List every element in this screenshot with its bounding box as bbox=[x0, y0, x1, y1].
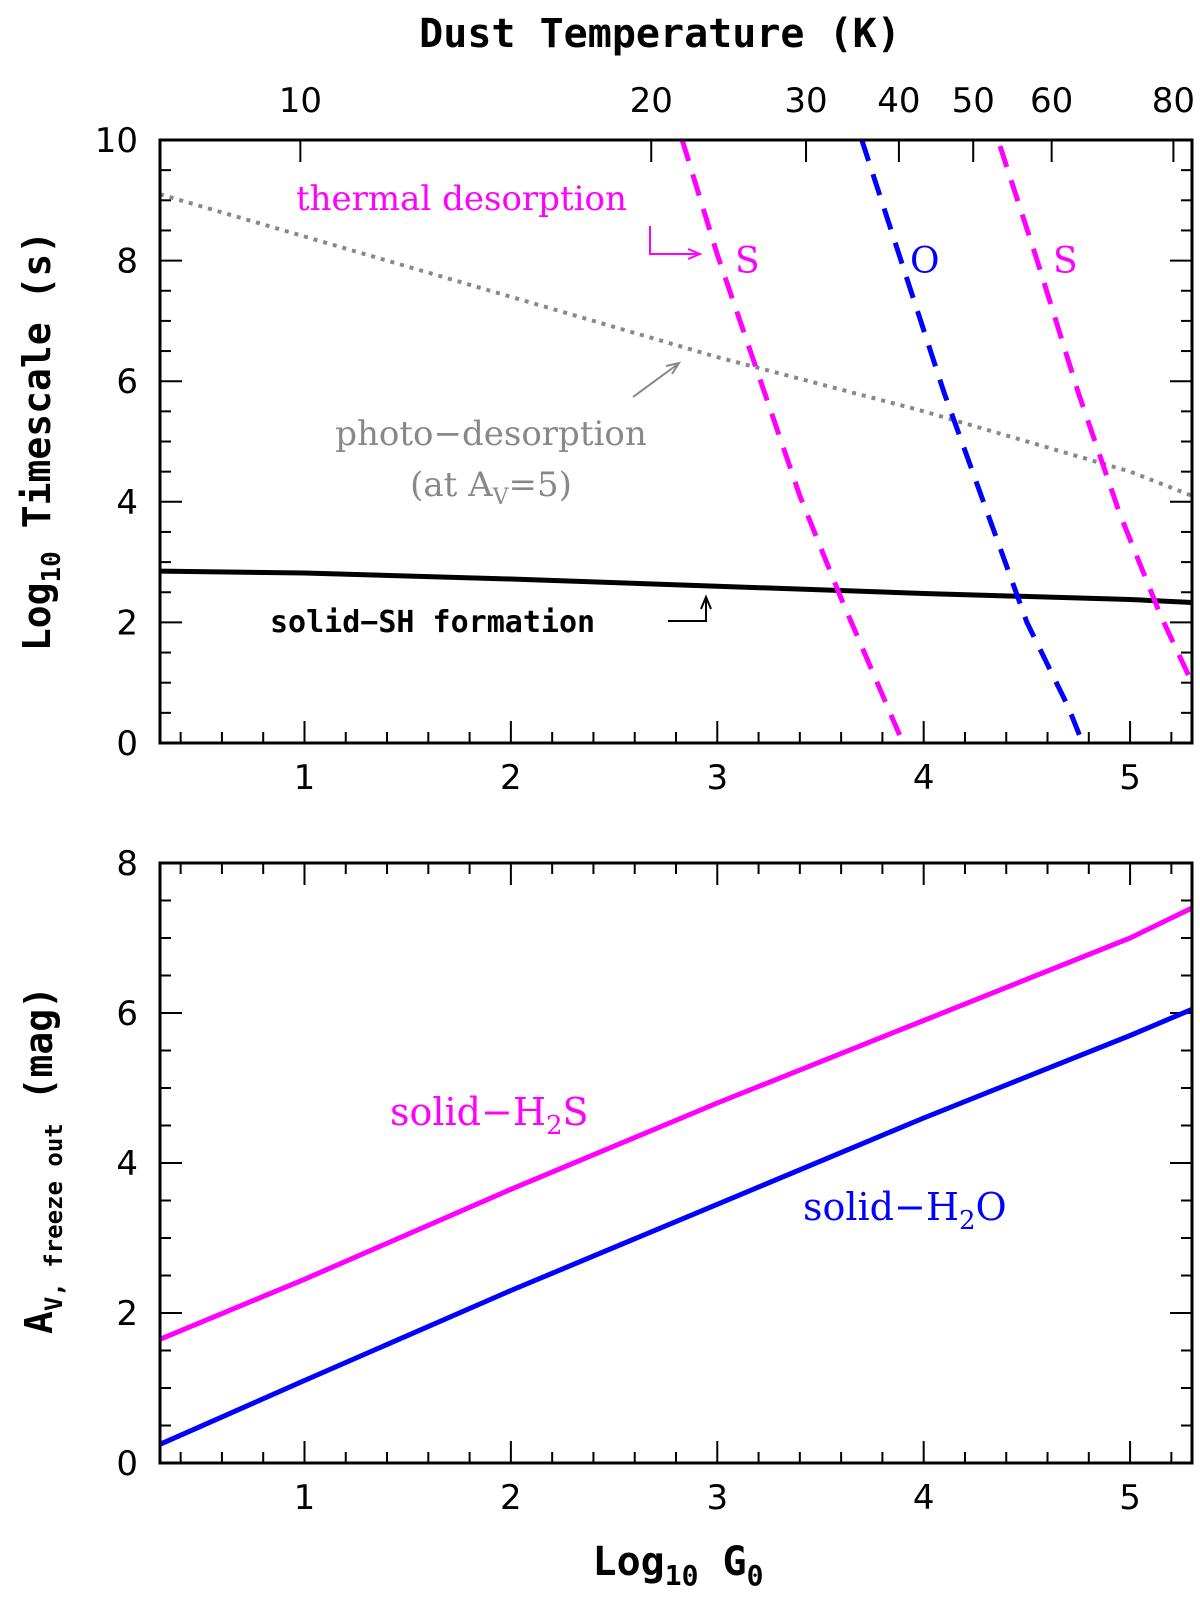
y-tick-label: 2 bbox=[116, 603, 138, 643]
x-tick-label: 4 bbox=[913, 758, 935, 798]
y-tick-label: 8 bbox=[116, 242, 138, 282]
series-line-solid-sh-formation bbox=[159, 568, 1193, 605]
photo-desorption-arrowhead bbox=[665, 361, 682, 375]
x-tick-label: 2 bbox=[500, 758, 522, 798]
y-tick-label: 8 bbox=[116, 844, 138, 884]
x-tick-label: 4 bbox=[913, 1478, 935, 1518]
bottom-series-group bbox=[158, 905, 1194, 1447]
x-tick-label: 2 bbox=[500, 1478, 522, 1518]
series-line-solid-h2s bbox=[159, 905, 1194, 1342]
top-axis-ticks bbox=[160, 139, 1192, 744]
x-tick-label: 3 bbox=[706, 1478, 728, 1518]
top-plot-frame bbox=[158, 138, 1194, 745]
x-tick-label: 5 bbox=[1119, 1478, 1141, 1518]
top-axis-title: Dust Temperature (K) bbox=[419, 11, 901, 57]
y-tick-label: 4 bbox=[116, 1144, 138, 1184]
bottom-y-axis-label: AV, freeze out (mag) bbox=[17, 986, 68, 1334]
solid-h2s-label: solid−H2S bbox=[390, 1090, 589, 1141]
sh-formation-arrow bbox=[668, 599, 707, 622]
bottom-axis-ticks bbox=[160, 862, 1192, 1464]
top-x-tick-labels: 1 2 3 4 5 bbox=[294, 758, 1141, 798]
series-line-s-thermal-desorption-low-t- bbox=[679, 139, 906, 744]
s-high-label: S bbox=[1053, 241, 1078, 282]
y-tick-label: 4 bbox=[116, 483, 138, 523]
thermal-desorption-arrow bbox=[649, 226, 697, 255]
photo-desorption-condition: (at AV=5) bbox=[410, 465, 572, 510]
x-tick-label: 3 bbox=[706, 758, 728, 798]
sh-formation-arrowhead bbox=[700, 594, 712, 610]
temperature-tick-label: 40 bbox=[877, 81, 920, 121]
thermal-desorption-label: thermal desorption bbox=[296, 179, 627, 219]
bottom-x-tick-labels: 1 2 3 4 5 bbox=[294, 1478, 1141, 1518]
series-line-o-thermal-desorption bbox=[859, 139, 1085, 744]
solid-h2o-label: solid−H2O bbox=[803, 1185, 1007, 1236]
x-tick-label: 5 bbox=[1119, 758, 1141, 798]
y-tick-label: 2 bbox=[116, 1294, 138, 1334]
temperature-tick-label: 30 bbox=[784, 81, 827, 121]
y-tick-label: 0 bbox=[116, 724, 138, 764]
temperature-tick-label: 10 bbox=[279, 81, 322, 121]
y-tick-label: 0 bbox=[116, 1444, 138, 1484]
s-low-label: S bbox=[735, 241, 760, 282]
o-label: O bbox=[910, 241, 940, 282]
x-tick-label: 1 bbox=[294, 1478, 316, 1518]
temperature-tick-label: 20 bbox=[630, 81, 673, 121]
bottom-y-tick-labels: 0 2 4 6 8 bbox=[116, 844, 138, 1484]
temperature-tick-label: 50 bbox=[952, 81, 995, 121]
photo-desorption-arrow bbox=[632, 363, 679, 398]
x-tick-label: 1 bbox=[294, 758, 316, 798]
thermal-desorption-arrowhead bbox=[687, 248, 703, 260]
photo-desorption-label: photo−desorption bbox=[335, 414, 646, 454]
temperature-tick-label: 60 bbox=[1030, 81, 1073, 121]
bottom-plot-frame bbox=[158, 861, 1194, 1465]
top-series-group bbox=[159, 139, 1195, 744]
top-y-axis-label: Log10 Timescale (s) bbox=[15, 231, 67, 651]
bottom-panel: 1 2 3 4 5 0 2 4 6 8 Log10 G0 AV, freeze out (mag… bbox=[17, 844, 1194, 1592]
series-line-solid-h2o bbox=[158, 1006, 1193, 1447]
bottom-x-axis-label: Log10 G0 bbox=[593, 1539, 764, 1592]
y-tick-label: 6 bbox=[116, 994, 138, 1034]
series-line-s-thermal-desorption-high-t- bbox=[997, 145, 1195, 684]
top-y-tick-labels: 0 2 4 6 8 10 bbox=[95, 121, 138, 764]
y-tick-label: 10 bbox=[95, 121, 138, 161]
series-line-photo-desorption-at-av-5- bbox=[159, 192, 1193, 498]
temperature-tick-label: 80 bbox=[1152, 81, 1195, 121]
y-tick-label: 6 bbox=[116, 362, 138, 402]
top-temperature-ticks: 10 20 30 40 50 60 80 bbox=[279, 81, 1195, 162]
sh-formation-label: solid−SH formation bbox=[270, 605, 595, 640]
